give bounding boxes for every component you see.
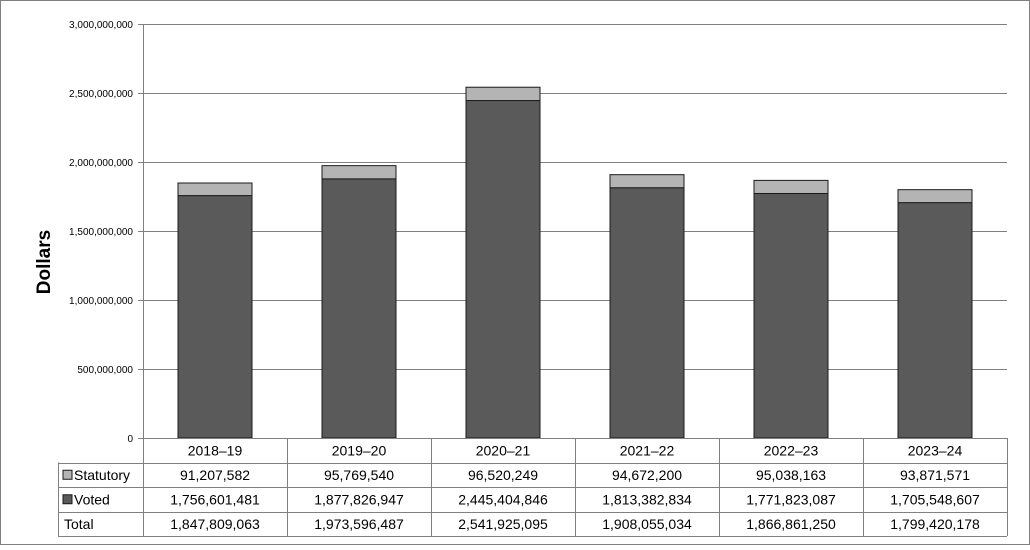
bar-voted <box>321 178 397 439</box>
bar-voted <box>465 100 541 439</box>
y-tick-label: 1,000,000,000 <box>69 296 133 307</box>
data-label-voted: 1,771,823,087 <box>746 491 836 507</box>
x-category-label: 2023–24 <box>908 442 963 458</box>
bar-voted <box>609 187 685 439</box>
y-tick-label: 500,000,000 <box>77 365 133 376</box>
data-label-voted: 1,813,382,834 <box>602 491 692 507</box>
bar-voted <box>897 202 973 439</box>
legend-label-voted: Voted <box>74 491 110 507</box>
x-category-label: 2020–21 <box>476 442 531 458</box>
legend-key-voted <box>62 494 73 505</box>
y-axis-label: Dollars <box>34 230 55 294</box>
data-label-statutory: 93,871,571 <box>900 467 970 483</box>
bar-statutory <box>753 179 829 194</box>
legend-label-statutory: Statutory <box>74 467 130 483</box>
y-axis-ticks: 0 500,000,000 1,000,000,000 1,500,000,000 2,… <box>69 20 143 445</box>
data-label-total: 1,799,420,178 <box>890 516 980 532</box>
x-category-label: 2022–23 <box>764 442 819 458</box>
table-row-label-total: Total <box>64 516 94 532</box>
bar-statutory <box>897 189 973 204</box>
y-tick-label: 1,500,000,000 <box>69 227 133 238</box>
data-label-voted: 1,877,826,947 <box>314 491 404 507</box>
data-table: 2018–19 2019–20 2020–21 2021–22 2022–23 2023–… <box>58 438 1008 537</box>
bar-statutory <box>465 86 541 102</box>
data-label-voted: 1,756,601,481 <box>170 491 260 507</box>
data-label-voted: 2,445,404,846 <box>458 491 548 507</box>
data-label-statutory: 95,038,163 <box>756 467 826 483</box>
data-label-total: 1,908,055,034 <box>602 516 692 532</box>
bar-voted <box>753 192 829 439</box>
legend-key-statutory <box>62 469 73 480</box>
x-category-label: 2019–20 <box>332 442 387 458</box>
data-label-total: 1,866,861,250 <box>746 516 836 532</box>
gridlines <box>143 24 1007 438</box>
y-tick-label: 2,000,000,000 <box>69 158 133 169</box>
bar-voted <box>177 195 253 439</box>
data-label-total: 1,973,596,487 <box>314 516 404 532</box>
x-category-label: 2021–22 <box>620 442 675 458</box>
bar-statutory <box>609 174 685 189</box>
y-tick-label: 0 <box>127 434 133 445</box>
bar-statutory <box>177 182 253 197</box>
data-label-voted: 1,705,548,607 <box>890 491 980 507</box>
data-label-statutory: 96,520,249 <box>468 467 538 483</box>
data-label-total: 1,847,809,063 <box>170 516 260 532</box>
data-label-statutory: 94,672,200 <box>612 467 682 483</box>
data-label-statutory: 95,769,540 <box>324 467 394 483</box>
bars <box>177 86 973 439</box>
x-category-label: 2018–19 <box>188 442 243 458</box>
data-label-total: 2,541,925,095 <box>458 516 548 532</box>
data-label-statutory: 91,207,582 <box>180 467 250 483</box>
y-tick-label: 3,000,000,000 <box>69 20 133 31</box>
bar-statutory <box>321 165 397 180</box>
y-tick-label: 2,500,000,000 <box>69 89 133 100</box>
